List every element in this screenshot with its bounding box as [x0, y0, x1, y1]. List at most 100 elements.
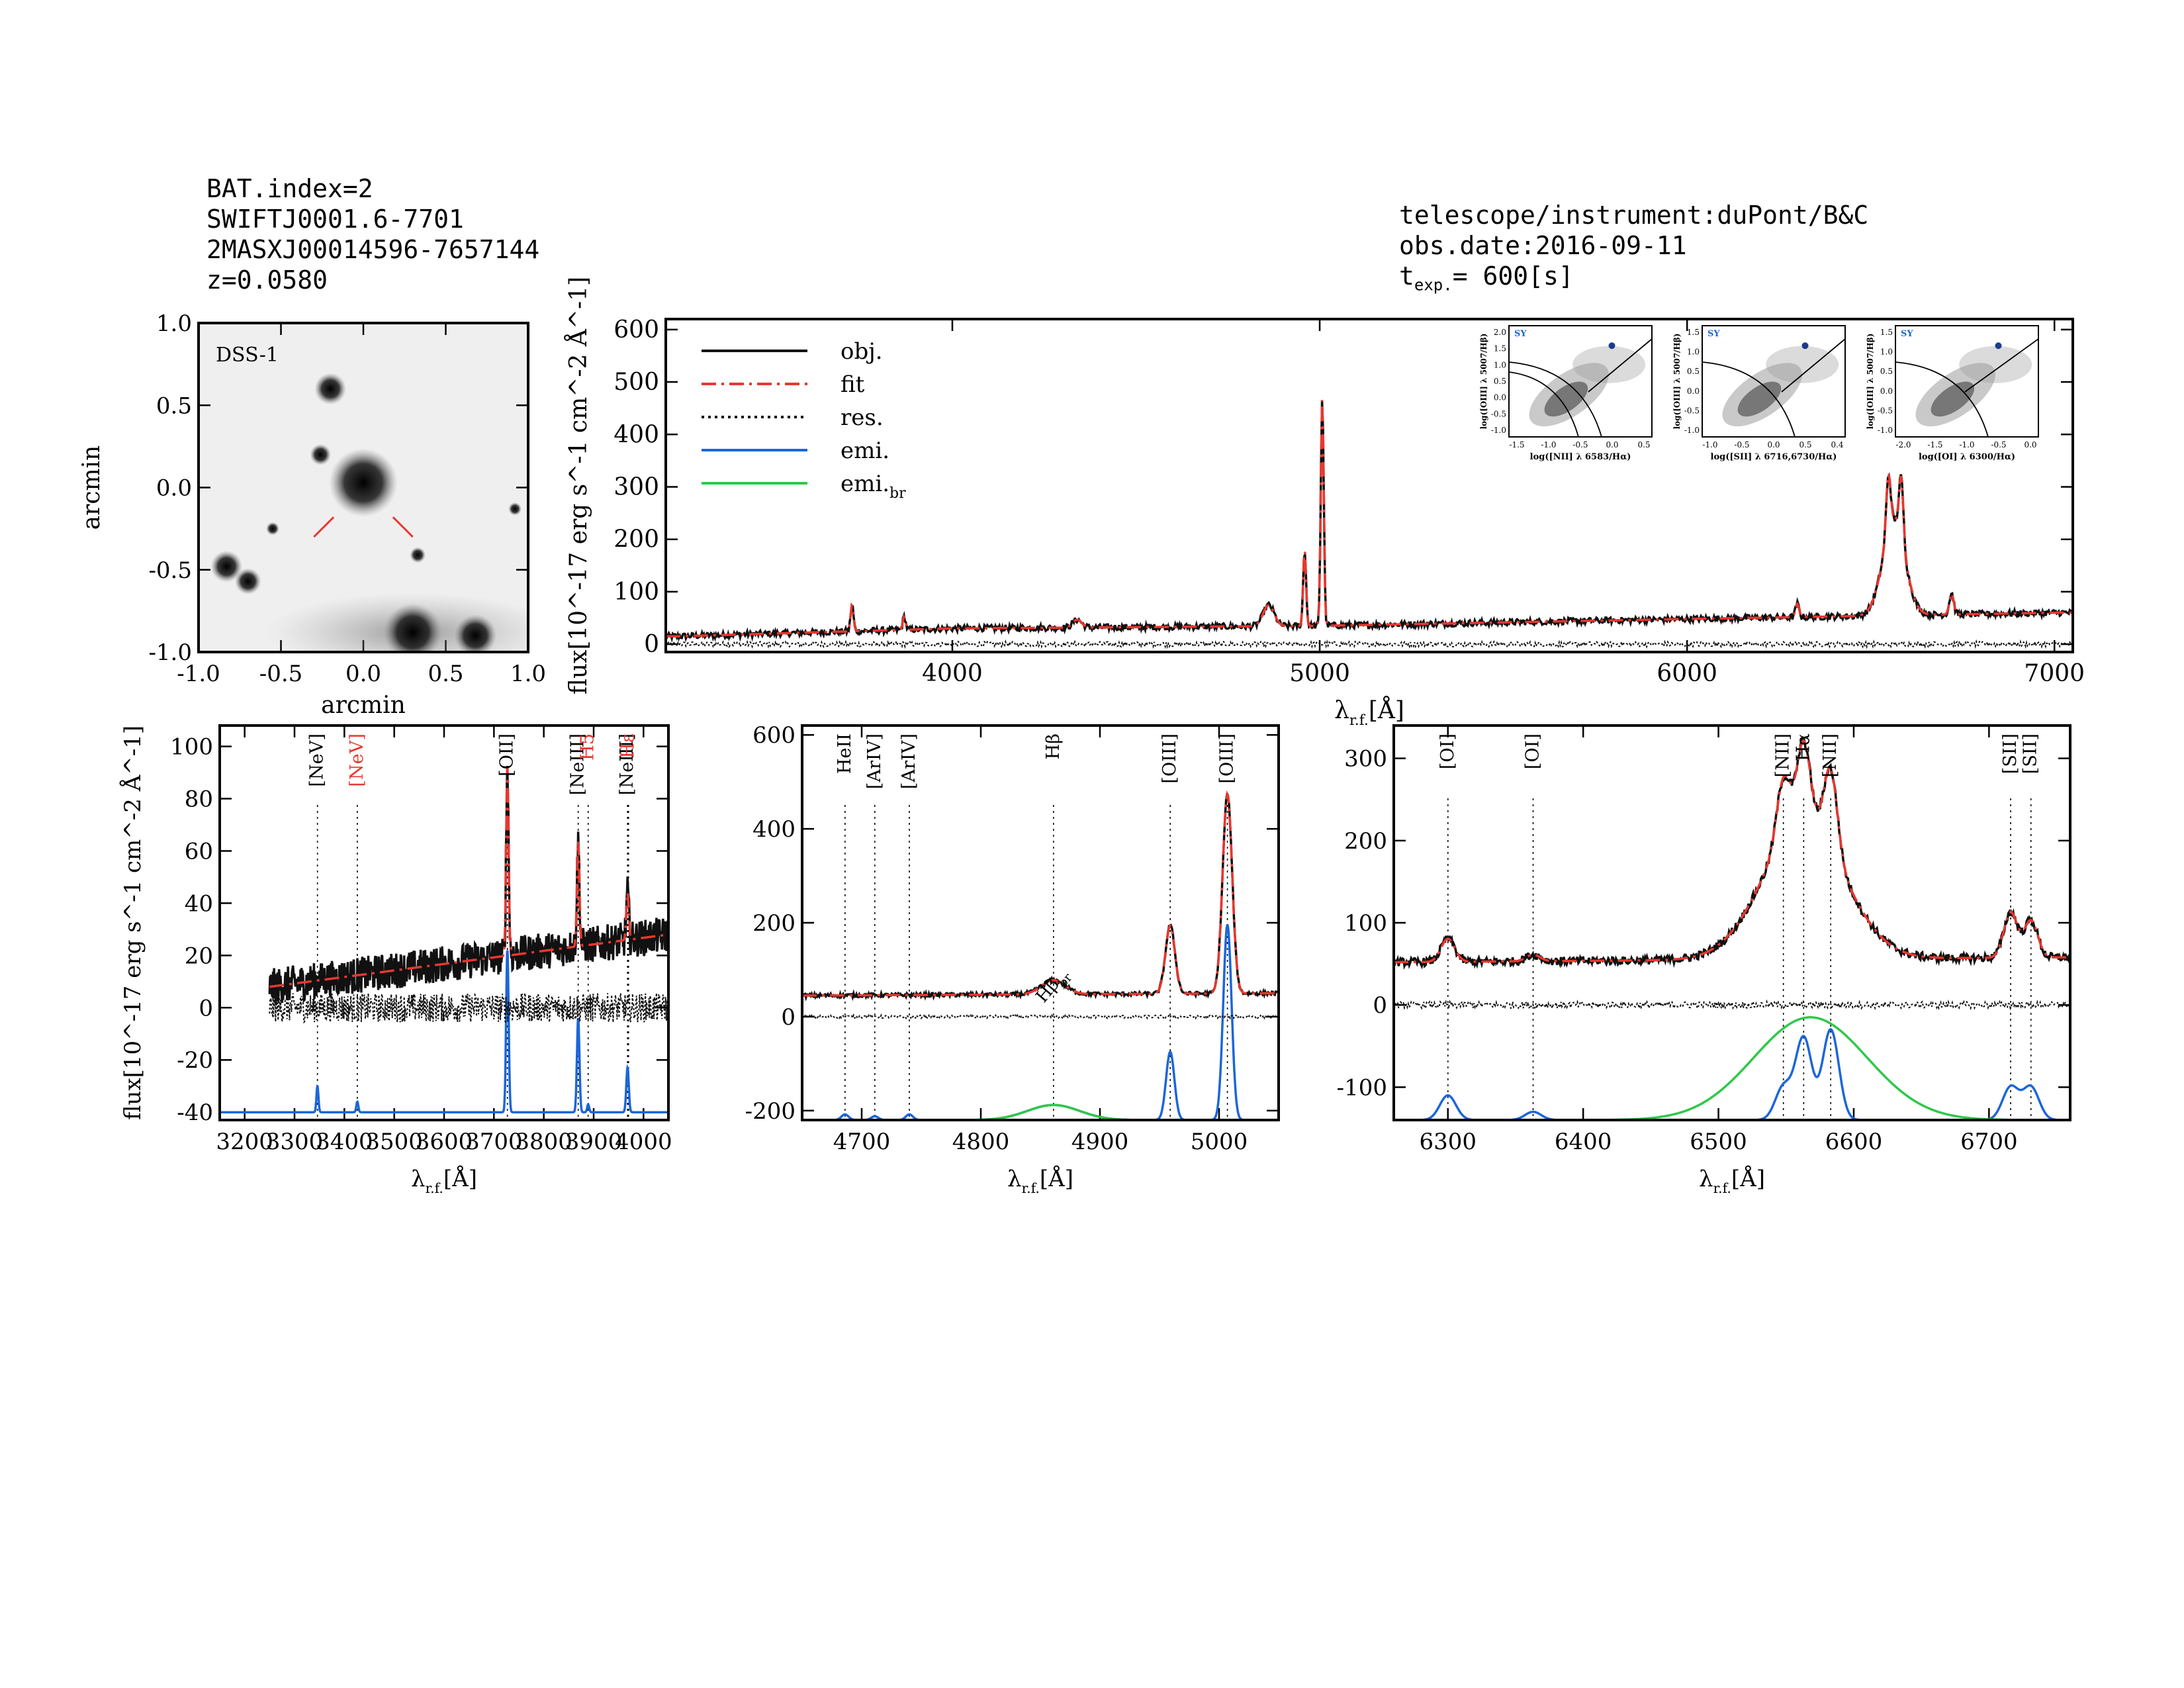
x-tick-label: 1.0: [510, 661, 546, 687]
y-tick-label: 200: [1344, 828, 1387, 855]
y-tick-label: 100: [1344, 910, 1387, 937]
image-area: [210, 373, 528, 652]
line-marker-label: [ArIV]: [864, 733, 885, 789]
inset-y-tick-label: 0.0: [1880, 387, 1893, 396]
inset-x-tick-label: -0.5: [1991, 440, 2006, 449]
bpt-inset: SY -2.0 -1.5 -1.0 -0.5 0.0 1.5 1.0 0.5 0.0 -0.5 -1.…: [1866, 325, 2039, 462]
y-tick-label: 0: [1373, 992, 1387, 1019]
bpt-inset: SY-1.0 -0.5 0.0 0.5 0.41.51.00.50.0-0.5-1.0l…: [1672, 325, 1846, 462]
star-source: [314, 373, 347, 405]
y-tick-label: -100: [1337, 1074, 1387, 1101]
line-marker-label: [ArIV]: [899, 733, 919, 789]
inset-y-tick-label: 1.0: [1687, 348, 1700, 357]
y-tick-label: 100: [170, 734, 213, 761]
bat-index: BAT.index=2: [206, 174, 373, 203]
line-marker-label: [SII]: [2000, 733, 2021, 774]
demarcation-curve: [1508, 371, 1579, 438]
seyfert-liner-line: [1964, 338, 2039, 393]
instrument: telescope/instrument:duPont/B&C: [1399, 201, 1869, 230]
y-tick-label: 0: [644, 631, 659, 658]
density-core: [1931, 381, 1975, 417]
x-tick-label: 6000: [1657, 660, 1717, 687]
y-tick-label: 300: [614, 473, 659, 500]
y-tick-label: 40: [185, 890, 213, 917]
line-marker-label: H5: [578, 733, 598, 761]
x-tick-label: -1.0: [177, 661, 220, 687]
seyfert-tag: SY: [1707, 329, 1720, 339]
inset-x-tick-label: 0.5: [1637, 440, 1650, 449]
inset-x-tick-label: -1.0: [1959, 440, 1974, 449]
x-tick-label: 5000: [1191, 1129, 1248, 1155]
y-tick-label: 20: [185, 943, 213, 969]
star-source: [266, 522, 280, 536]
inset-y-tick-label: 1.5: [1687, 328, 1700, 337]
residual-curve: [802, 1013, 1279, 1020]
demarcation-curve: [1702, 361, 1796, 438]
y-axis-label: flux[10^-17 erg s^-1 cm^-2 Å^-1]: [119, 726, 146, 1120]
y-tick-label: 600: [614, 316, 659, 344]
bpt-inset: SY-1.5 -1.0 -0.5 0.0 0.52.01.51.00.50.0-0.5-…: [1479, 325, 1653, 462]
inset-y-tick-label: -1.0: [1684, 426, 1700, 435]
y-tick-label: 200: [614, 526, 659, 553]
demarcation-curve: [1508, 361, 1602, 438]
x-tick-label: 6500: [1690, 1129, 1747, 1155]
emission-line-curve: [802, 924, 1279, 1120]
inset-x-tick-label: 0.5: [1799, 440, 1811, 449]
target-marker: [392, 516, 414, 538]
inset-x-tick-label: -0.5: [1734, 440, 1749, 449]
y-tick-label: 60: [185, 838, 213, 865]
y-tick-label: 0: [199, 995, 213, 1021]
inset-y-tick-label: 1.5: [1494, 344, 1506, 353]
x-tick-label: 5000: [1289, 660, 1350, 687]
x-tick-label: 3500: [365, 1129, 423, 1155]
residual-curve: [666, 639, 2073, 649]
y-tick-label: 0: [781, 1004, 796, 1031]
x-tick-label: 4800: [952, 1129, 1010, 1155]
obs-date: obs.date:2016-09-11: [1399, 231, 1687, 260]
inset-y-tick-label: -0.5: [1684, 406, 1700, 415]
line-marker-label: [NeIII]: [617, 733, 637, 795]
inset-y-label: log([OIII] λ 5007/Hβ): [1672, 334, 1682, 430]
legend-label: res.: [841, 404, 884, 431]
x-tick-label: 3800: [515, 1129, 572, 1155]
emission-line-curve: [220, 950, 668, 1113]
y-tick-label: 500: [614, 369, 659, 396]
inset-x-tick-label: 0.0: [1606, 440, 1618, 449]
line-marker-label: HeII: [835, 733, 855, 774]
y-tick-label: 1.0: [156, 310, 192, 337]
twomass-name: 2MASXJ00014596-7657144: [206, 235, 540, 264]
star-source: [329, 448, 398, 517]
target-marker: [313, 516, 335, 538]
y-tick-label: 200: [752, 910, 796, 937]
inset-x-label: log([SII] λ 6716,6730/Hα): [1711, 452, 1837, 462]
y-tick-label: 100: [614, 579, 659, 606]
inset-y-tick-label: 1.0: [1494, 360, 1506, 369]
inset-x-tick-label: -1.5: [1509, 440, 1524, 449]
legend-label: emi.br: [841, 471, 906, 502]
legend-label: emi.: [841, 438, 889, 464]
density-core: [1737, 381, 1782, 417]
y-tick-label: -20: [177, 1047, 213, 1074]
line-marker-label: [NeIII]: [568, 733, 588, 795]
line-marker-label: [NeV]: [307, 733, 328, 787]
emission-line-curve: [1394, 1028, 2070, 1120]
inset-y-tick-label: -1.0: [1878, 426, 1893, 435]
y-tick-label: 0.0: [156, 475, 192, 502]
star-source: [210, 550, 243, 583]
x-tick-label: 4900: [1071, 1129, 1129, 1155]
x-tick-label: 3300: [266, 1129, 324, 1155]
texp-value: = 600[s]: [1452, 261, 1574, 291]
inset-x-tick-label: 0.4: [1831, 440, 1843, 449]
seyfert-liner-line: [1781, 338, 1846, 393]
x-tick-label: 4000: [615, 1129, 672, 1155]
line-marker-label: Hε: [618, 733, 639, 759]
fit-curve: [666, 400, 2073, 637]
plot-frame: [218, 724, 670, 1121]
legend-label: obj.: [841, 338, 883, 365]
inset-x-tick-label: 0.0: [2024, 440, 2036, 449]
header-right: telescope/instrument:duPont/B&C obs.date…: [1399, 200, 1868, 301]
panel-zoom_hbeta: 4700 4800 4900 5000 -200 0 200 400 600 HeII [ArIV]…: [745, 722, 1280, 1196]
inset-x-tick-label: -2.0: [1895, 440, 1911, 449]
x-axis-label: λr.f.[Å]: [1699, 1165, 1765, 1196]
